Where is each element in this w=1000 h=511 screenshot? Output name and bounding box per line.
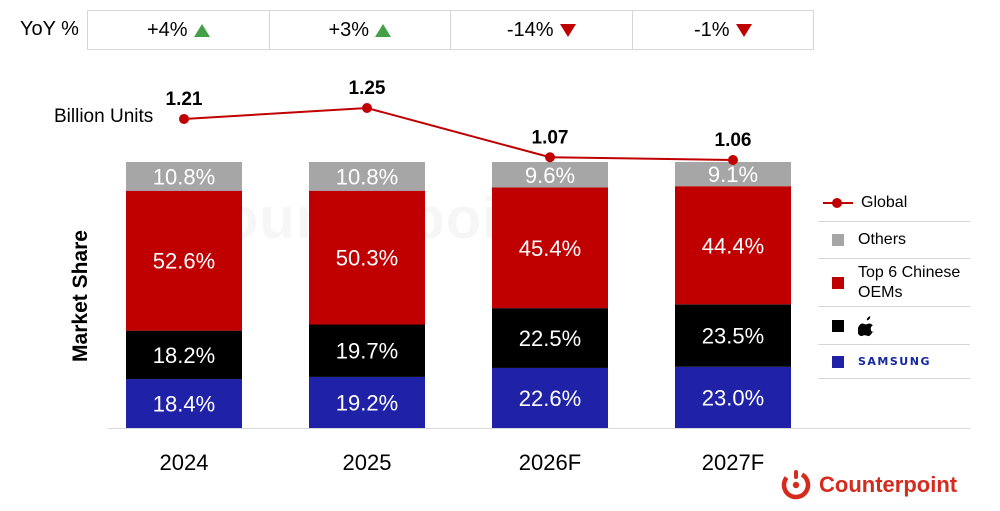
bar-segment-samsung xyxy=(492,367,608,428)
data-label: 18.4% xyxy=(153,392,215,417)
bar-segment-chinese xyxy=(492,187,608,309)
yoy-cell: +3% xyxy=(270,11,451,49)
data-label: 44.4% xyxy=(702,233,764,258)
yoy-value: -14% xyxy=(506,18,554,41)
yoy-cell: -1% xyxy=(633,11,814,49)
yoy-value: -1% xyxy=(693,18,730,41)
x-tick-label: 2026F xyxy=(519,450,581,475)
data-label: 19.2% xyxy=(336,390,398,415)
legend-label: Global xyxy=(861,194,908,211)
counterpoint-logo-icon xyxy=(781,470,811,500)
bar-segment-others xyxy=(126,162,242,191)
x-tick-label: 2024 xyxy=(160,450,209,475)
global-value-label: 1.21 xyxy=(166,89,203,110)
legend-swatch xyxy=(832,234,844,246)
bar-segment-others xyxy=(675,162,791,187)
legend-swatch xyxy=(832,319,844,332)
data-label: 9.1% xyxy=(708,162,758,187)
global-point xyxy=(728,155,738,165)
triangle-up-icon xyxy=(375,23,392,37)
data-label: 22.6% xyxy=(519,386,581,411)
yoy-table: +4% +3% -14% -1% xyxy=(87,10,814,50)
triangle-down-icon xyxy=(559,23,576,37)
data-label: 9.6% xyxy=(525,163,575,188)
bar-segment-others xyxy=(492,162,608,188)
data-label: 19.7% xyxy=(336,339,398,364)
bar-segment-apple xyxy=(492,308,608,368)
legend-item-apple xyxy=(818,307,970,345)
legend-line-marker xyxy=(823,197,853,209)
yoy-cell: -14% xyxy=(451,11,633,49)
global-value-label: 1.06 xyxy=(715,130,752,151)
legend-swatch xyxy=(832,276,844,289)
bar-segment-chinese xyxy=(675,186,791,305)
bar-segment-samsung xyxy=(126,379,242,428)
yoy-value: +3% xyxy=(328,18,370,41)
bar-segment-samsung xyxy=(309,376,425,428)
bar-segment-chinese xyxy=(309,190,425,325)
data-label: 23.5% xyxy=(702,324,764,349)
bar-segment-apple xyxy=(126,330,242,380)
legend-item-others: Others xyxy=(818,222,970,259)
triangle-up-icon xyxy=(193,23,210,37)
legend-item-samsung: SAMSUNG xyxy=(818,345,970,379)
data-label: 23.0% xyxy=(702,385,764,410)
legend-swatch xyxy=(832,355,844,368)
apple-logo-icon xyxy=(858,315,874,336)
units-label: Billion Units xyxy=(54,106,154,127)
data-label: 10.8% xyxy=(153,164,215,189)
yoy-value: +4% xyxy=(146,18,188,41)
bar-segment-others xyxy=(309,162,425,191)
data-label: 45.4% xyxy=(519,236,581,261)
x-tick-label: 2027F xyxy=(702,450,764,475)
global-value-label: 1.07 xyxy=(532,127,569,148)
data-label: 52.6% xyxy=(153,249,215,274)
legend-item-global: Global xyxy=(818,185,970,222)
legend-item-chinese-oems: Top 6 Chinese OEMs xyxy=(818,259,970,307)
data-label: 22.5% xyxy=(519,326,581,351)
x-tick-label: 2025 xyxy=(343,450,392,475)
counterpoint-logo: Counterpoint xyxy=(781,470,957,500)
global-value-label: 1.25 xyxy=(349,78,386,99)
legend-label: Others xyxy=(858,231,907,248)
brand-name: Counterpoint xyxy=(819,472,958,497)
data-label: 50.3% xyxy=(336,246,398,271)
bar-segment-samsung xyxy=(675,366,791,428)
data-label: 10.8% xyxy=(336,164,398,189)
legend-label: Top 6 Chinese OEMs xyxy=(858,263,961,301)
data-label: 18.2% xyxy=(153,343,215,368)
legend: Global Others Top 6 Chinese OEMs SAMSUNG xyxy=(818,185,970,379)
triangle-down-icon xyxy=(735,23,752,37)
yoy-label: YoY % xyxy=(20,18,79,40)
global-point xyxy=(362,103,372,113)
global-point xyxy=(179,113,189,124)
bar-segment-chinese xyxy=(126,190,242,331)
bar-segment-apple xyxy=(675,304,791,367)
global-point xyxy=(545,152,555,163)
global-line xyxy=(183,106,734,161)
bar-segment-apple xyxy=(309,324,425,377)
samsung-logo: SAMSUNG xyxy=(858,355,931,368)
yoy-cell: +4% xyxy=(88,11,270,49)
